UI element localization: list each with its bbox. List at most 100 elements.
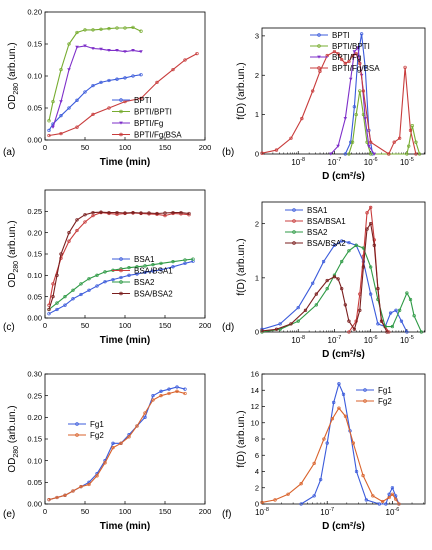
y-tick-label: 0 [255,150,259,159]
data-point [131,210,135,215]
data-point [135,265,139,269]
x-tick-label: 10-5 [400,157,414,167]
chart-panel-1: 0 50 100 150 200 0.00 0.05 0.10 0.15 0.20 Time (mi… [3,8,211,168]
series-line [48,53,198,137]
data-point [99,27,103,31]
series-fg1 [47,385,187,502]
data-point [397,502,401,506]
x-tick-exponent: -7 [336,335,341,341]
data-point [139,96,143,101]
legend-label: BPTI/BPTI [134,108,172,117]
data-point [47,307,51,312]
data-point [332,275,337,279]
data-point [322,437,326,441]
data-point [67,68,71,72]
data-point [51,295,55,299]
data-point [135,272,139,276]
data-point [311,281,315,285]
plot-frame [261,201,426,333]
data-point [63,295,67,299]
data-point [99,47,103,51]
legend-label: BPTI/Fg/BSA [134,131,182,140]
legend-swatch-marker [75,422,79,426]
y-axis-label-subscript: 280 [13,83,20,95]
data-point [115,49,119,52]
y-axis-label: f(D) (arb.un.) [236,410,247,467]
data-point [278,322,282,326]
data-point [139,29,143,33]
legend-label: Fg2 [378,397,392,406]
data-point [67,239,71,243]
x-tick-label: 0 [43,507,47,516]
data-point [330,417,335,421]
legend-entry: BSA1 [285,206,328,215]
data-point [299,482,303,486]
y-axis-label-main: f(D) [236,103,247,120]
data-point [354,243,358,247]
data-point [155,211,159,216]
data-point [405,152,409,156]
data-point [363,117,368,121]
data-point [343,117,348,121]
legend-entry: BPTI [112,96,152,105]
series-line [344,33,374,155]
data-point [167,387,171,391]
data-point [369,140,373,144]
legend-swatch-marker [75,433,79,437]
series-line [52,45,142,128]
legend-entry: BPTI/BPTI [310,42,370,51]
data-point [325,441,329,445]
data-point [397,308,402,312]
data-point [377,502,382,506]
data-point [356,46,360,50]
series-bpti-fg [51,44,143,129]
legend-entry: Fg2 [68,431,104,440]
data-point [314,303,318,307]
data-point [63,303,67,307]
x-tick-label: 0 [43,321,47,330]
legend-entry: BPTI/Fg/BSA [112,131,182,140]
data-point [67,106,71,110]
data-point [340,239,344,243]
data-point [347,319,351,323]
y-tick-label: 8 [255,435,259,444]
x-tick-exponent: -8 [300,335,305,341]
data-point [336,51,340,56]
y-tick-label: 0.20 [27,228,42,237]
y-axis-label-main: f(D) [236,279,247,296]
data-point [352,105,357,109]
data-point [55,307,59,312]
legend-label: BSA/BSA1 [134,267,173,276]
legend-label: BPTI [332,31,350,40]
data-point [175,389,179,393]
legend-entry: BSA/BSA1 [285,217,346,226]
y-tick-label: 16 [251,370,259,379]
x-tick-label: 100 [119,143,132,152]
y-tick-label: 1 [255,273,259,282]
data-point [115,77,119,81]
y-tick-label: 0.15 [27,40,42,49]
x-tick-label: 10-7 [328,335,342,345]
data-point [394,308,398,312]
data-point [340,287,344,291]
panel-label: (c) [3,322,15,333]
data-point [111,441,115,445]
data-point [296,319,300,323]
data-point [79,282,83,286]
data-point [127,435,131,439]
y-tick-label: 10 [251,418,259,427]
data-point [191,257,195,261]
data-point [394,497,398,501]
data-point [103,280,107,284]
data-point [321,259,326,264]
y-tick-label: 0.10 [27,456,42,465]
y-tick-label: 0.00 [27,314,42,323]
data-point [365,211,369,215]
series-bsa-bsa1 [347,205,391,334]
legend-swatch-marker [119,121,123,125]
chart-panel-2: 10-8 10-7 10-6 10-5 0 1 2 3 D (cm²/s) f(D) (arb.u… [222,27,426,182]
legend-label: BPTI/Fg [332,53,361,62]
data-point [358,308,362,312]
data-point [289,322,293,326]
data-point [394,494,398,498]
